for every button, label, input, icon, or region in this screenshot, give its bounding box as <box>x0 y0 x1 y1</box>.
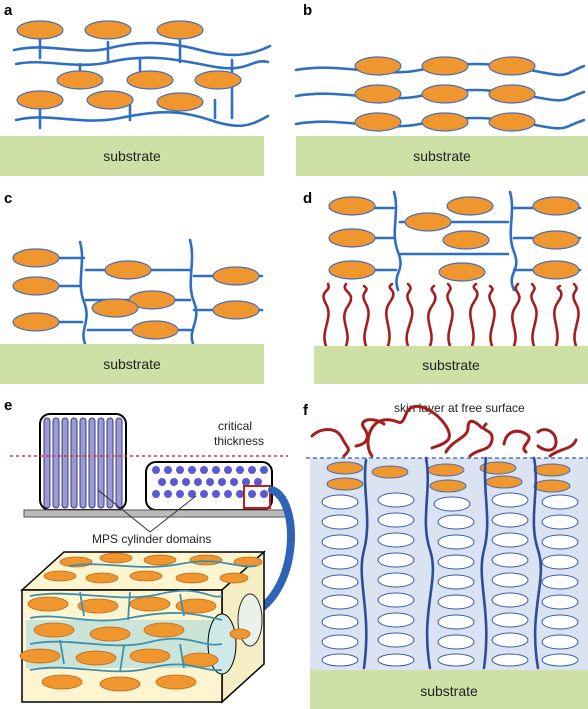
panel-d-polymer-brushes <box>322 282 580 348</box>
zoomed-box-backbones <box>29 560 257 673</box>
panel-d-mesogens <box>328 196 580 282</box>
skin-layer-label: skin layer at free surface <box>394 401 525 415</box>
panel-e-substrate-plate <box>23 509 287 518</box>
panel-c-mesogens <box>12 248 260 340</box>
lying-cylinder-domain <box>145 461 273 511</box>
panel-d-substrate <box>314 346 588 384</box>
critical-thickness-label-1: critical <box>218 419 252 433</box>
zoomed-box-mesogens <box>19 552 263 692</box>
panel-b-label: b <box>303 2 312 19</box>
panel-d: d <box>303 190 588 384</box>
domain-pointer-lines <box>97 489 197 533</box>
panel-b-substrate <box>296 136 588 176</box>
panel-d-substrate-label: substrate <box>422 357 480 373</box>
panel-d-label: d <box>303 190 312 207</box>
panel-f-substrate <box>310 670 588 709</box>
critical-thickness-label-2: thickness <box>214 434 264 448</box>
standing-cylinder-domain <box>39 413 127 511</box>
panel-f-label: f <box>303 402 309 419</box>
panel-b: b substrate <box>294 2 588 176</box>
mps-domains-label: MPS cylinder domains <box>92 532 211 546</box>
panel-f: f skin layer at free surface <box>303 401 588 709</box>
panel-a-substrate <box>0 136 264 176</box>
bulk-mesogens <box>321 492 579 667</box>
panel-f-substrate-label: substrate <box>420 683 478 699</box>
panel-a: a substrate <box>0 2 272 176</box>
panel-b-mesogens <box>354 56 536 132</box>
panel-c-label: c <box>4 190 12 207</box>
panel-e-label: e <box>4 397 12 414</box>
panel-c: c substrate <box>0 190 264 384</box>
panel-b-substrate-label: substrate <box>413 148 471 164</box>
panel-e: e critical thickness <box>4 397 295 704</box>
panel-a-substrate-label: substrate <box>103 148 161 164</box>
panel-a-label: a <box>4 2 13 19</box>
panel-a-backbones <box>12 38 272 130</box>
panel-c-substrate <box>0 344 264 384</box>
skin-layer-chains <box>310 405 578 458</box>
vertical-backbones <box>360 456 543 670</box>
panel-c-substrate-label: substrate <box>103 356 161 372</box>
